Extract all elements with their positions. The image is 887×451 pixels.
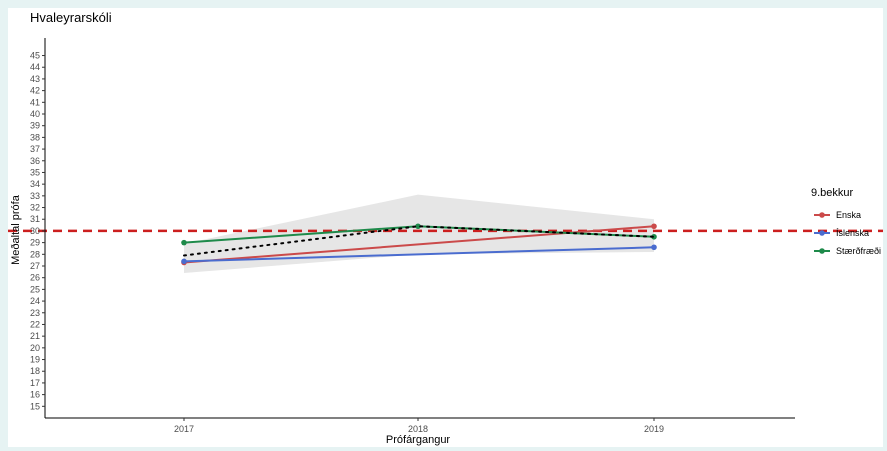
y-tick-label: 22 xyxy=(30,319,40,329)
legend-items: Enska Íslenska Stærðfræði xyxy=(814,210,881,256)
y-tick-label: 41 xyxy=(30,97,40,107)
y-tick-label: 28 xyxy=(30,249,40,259)
y-tick-label: 43 xyxy=(30,74,40,84)
y-tick-label: 27 xyxy=(30,261,40,271)
y-tick-label: 15 xyxy=(30,401,40,411)
y-tick-label: 44 xyxy=(30,62,40,72)
y-tick-label: 20 xyxy=(30,343,40,353)
legend-key-point-íslenska xyxy=(819,230,825,236)
y-tick-label: 26 xyxy=(30,273,40,283)
data-point-enska xyxy=(651,223,657,230)
line-chart: Hvaleyrarskóli 1516171819202122232425262… xyxy=(8,10,883,446)
y-tick-label: 30 xyxy=(30,226,40,236)
axes: 1516171819202122232425262728293031323334… xyxy=(30,38,795,434)
y-tick-label: 18 xyxy=(30,366,40,376)
y-tick-label: 19 xyxy=(30,355,40,365)
series-layer xyxy=(181,223,657,266)
y-tick-label: 40 xyxy=(30,109,40,119)
series-line-íslenska xyxy=(183,246,655,263)
x-tick-label: 2018 xyxy=(408,424,428,434)
data-point-íslenska xyxy=(181,258,187,265)
chart-title: Hvaleyrarskóli xyxy=(30,10,112,25)
y-tick-label: 35 xyxy=(30,167,40,177)
legend-title: 9.bekkur xyxy=(811,187,854,199)
y-tick-label: 45 xyxy=(30,51,40,61)
y-tick-label: 32 xyxy=(30,203,40,213)
y-tick-label: 42 xyxy=(30,86,40,96)
legend-label-stærðfræði: Stærðfræði xyxy=(836,246,881,256)
y-tick-label: 33 xyxy=(30,191,40,201)
y-tick-label: 25 xyxy=(30,284,40,294)
y-tick-label: 34 xyxy=(30,179,40,189)
data-point-stærðfræði xyxy=(415,223,421,230)
y-axis-title: Meðaltal prófa xyxy=(10,194,22,265)
y-tick-label: 31 xyxy=(30,214,40,224)
y-tick-label: 21 xyxy=(30,331,40,341)
x-tick-label: 2019 xyxy=(644,424,664,434)
chart-panel: Hvaleyrarskóli 15 16 17 18 19 20 21 22 23 24 25 26 2… xyxy=(8,8,883,447)
y-tick-label: 39 xyxy=(30,121,40,131)
x-tick-label: 2017 xyxy=(174,424,194,434)
x-axis-title: Prófárgangur xyxy=(386,434,451,446)
y-tick-label: 24 xyxy=(30,296,40,306)
legend: 9.bekkur Enska Íslenska Stærðfræði xyxy=(811,187,881,256)
legend-key-point-stærðfræði xyxy=(819,248,825,254)
legend-label-enska: Enska xyxy=(836,210,861,220)
data-point-stærðfræði xyxy=(651,233,657,240)
y-tick-label: 38 xyxy=(30,132,40,142)
y-tick-label: 17 xyxy=(30,378,40,388)
y-tick-label: 23 xyxy=(30,308,40,318)
mean-line xyxy=(183,225,655,257)
data-point-íslenska xyxy=(651,244,657,251)
legend-key-point-enska xyxy=(819,212,825,218)
y-tick-label: 36 xyxy=(30,156,40,166)
y-tick-label: 16 xyxy=(30,390,40,400)
y-tick-label: 37 xyxy=(30,144,40,154)
legend-label-íslenska: Íslenska xyxy=(836,228,869,238)
y-tick-label: 29 xyxy=(30,238,40,248)
data-point-stærðfræði xyxy=(181,239,187,246)
